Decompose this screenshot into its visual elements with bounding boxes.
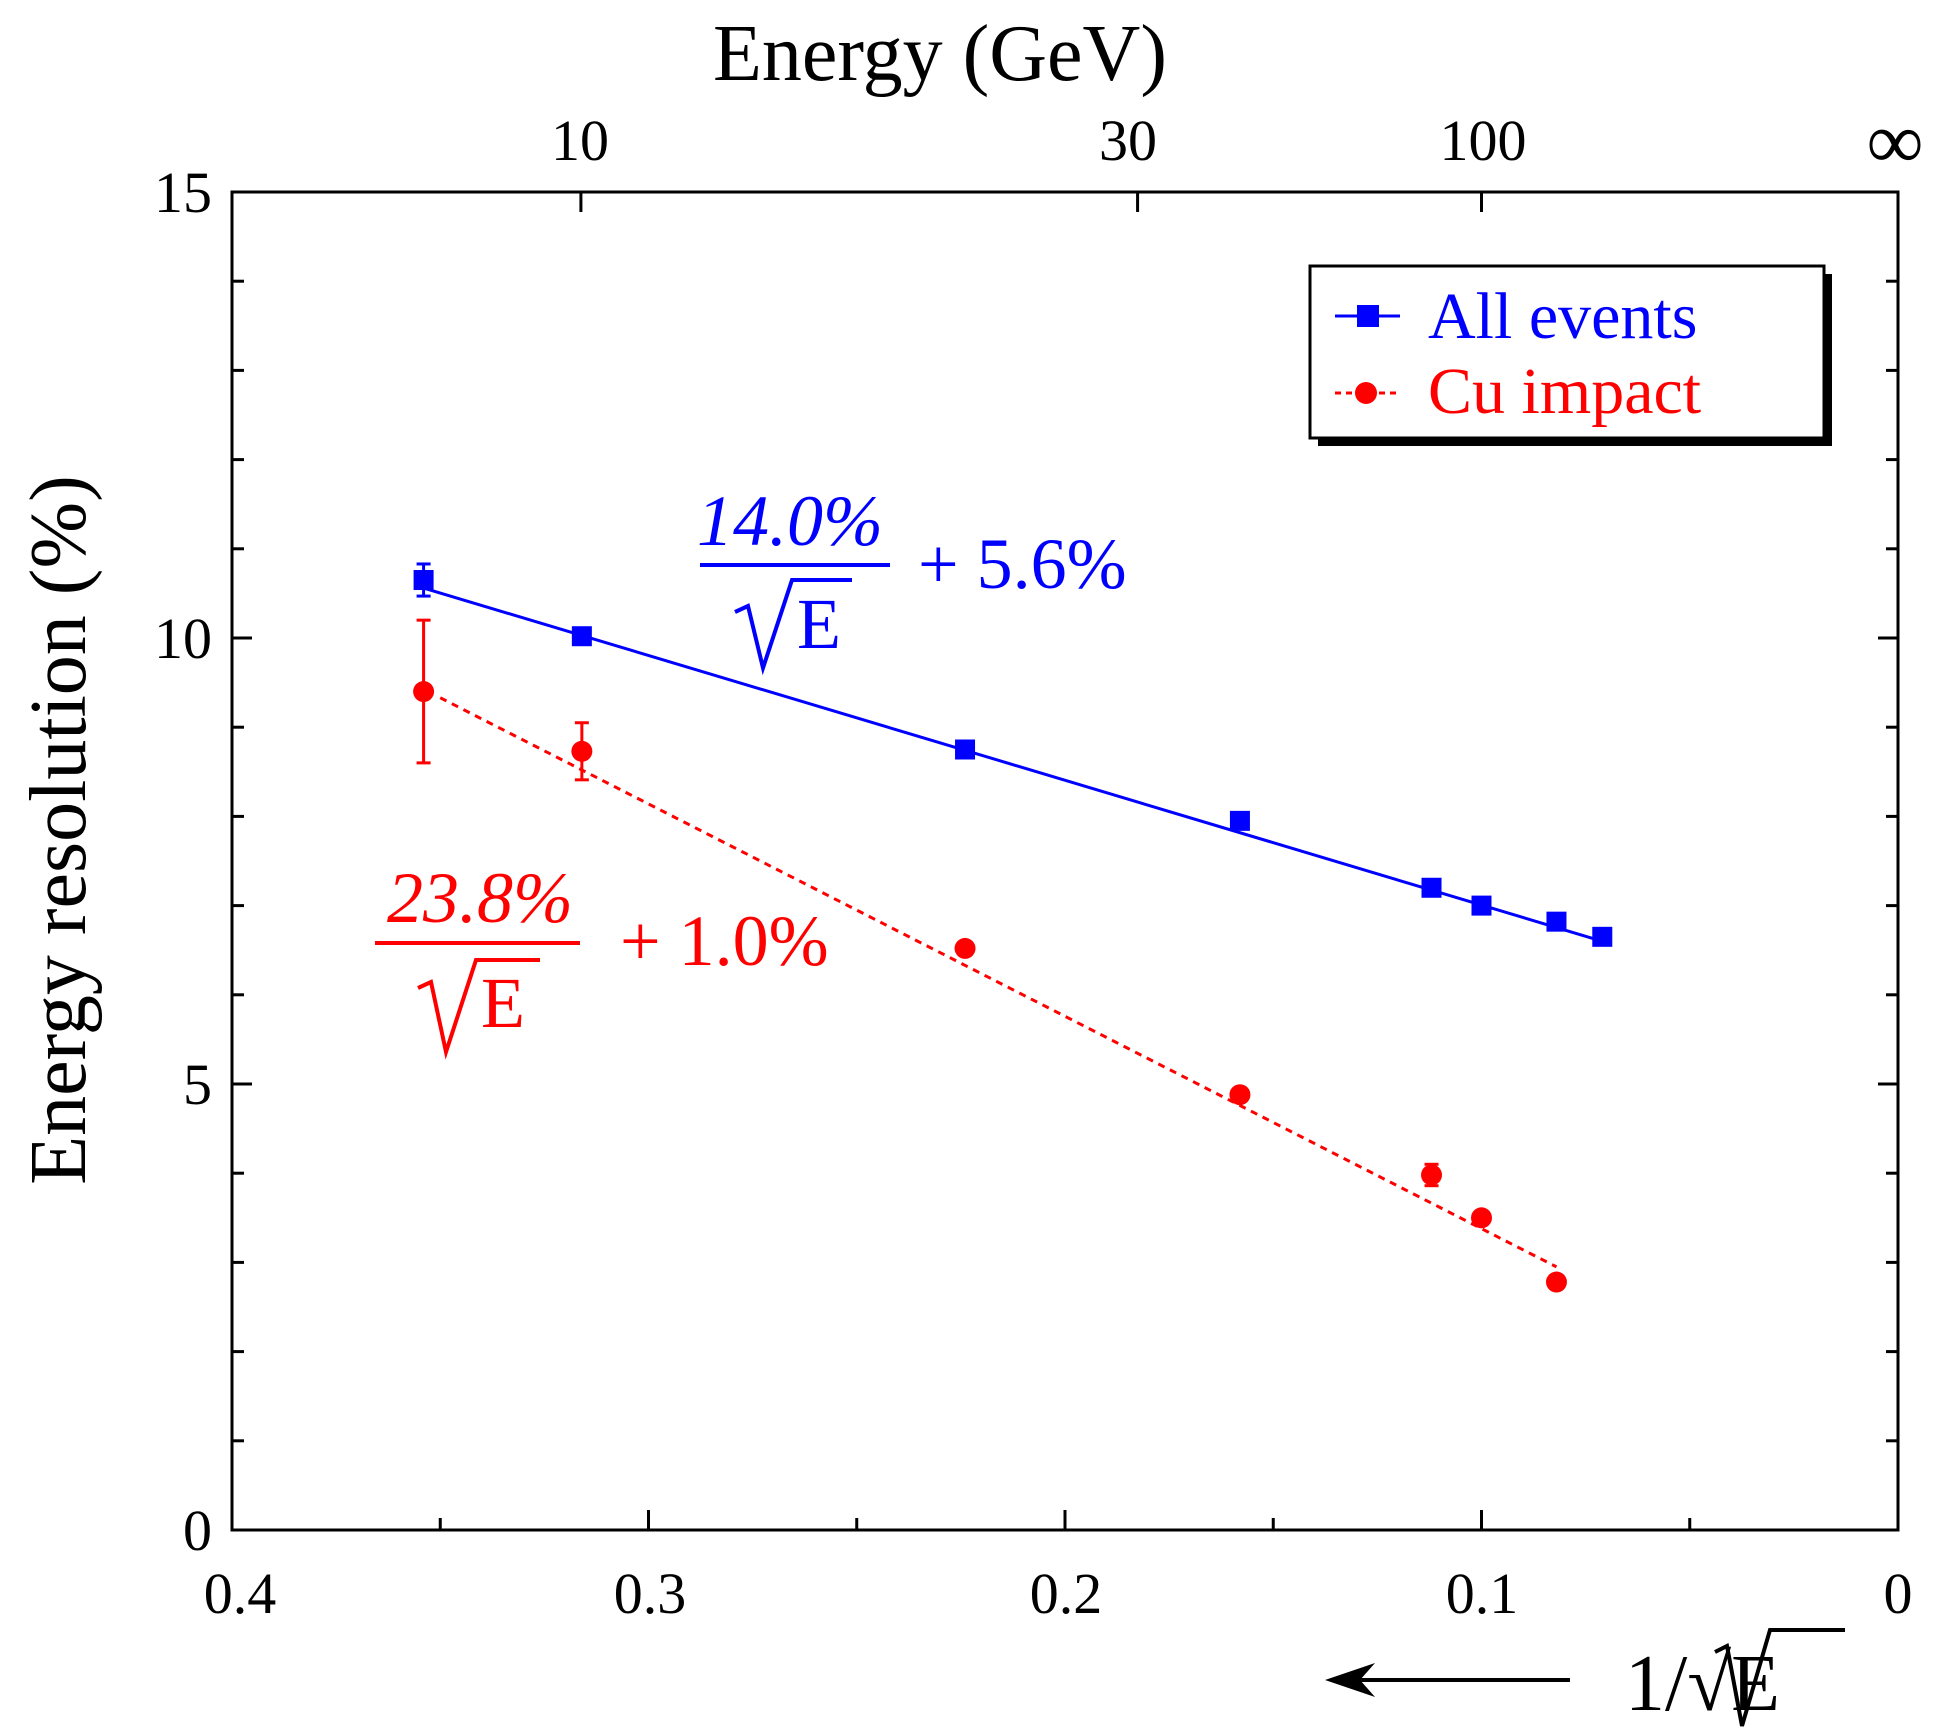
data-point [1230,811,1250,831]
fit-suffix: + 1.0% [620,901,829,981]
top-tick-label: 10 [551,108,609,173]
x-tick-label: 0.1 [1446,1561,1519,1626]
fit-denominator: E [797,584,841,664]
data-point [1422,878,1442,898]
x-tick-label: 0 [1884,1561,1913,1626]
data-point [955,938,976,959]
data-point [413,681,434,702]
top-tick-label: 30 [1099,108,1157,173]
chart: 0.4 0.3 0.2 0.1 0 0 5 10 15 10 30 100 ∞ … [0,0,1938,1734]
y-tick-label: 5 [183,1052,212,1117]
data-point [1229,1084,1250,1105]
legend-label-cu-impact: Cu impact [1428,355,1701,428]
fit-denominator: E [481,963,525,1043]
data-point [571,741,592,762]
x-tick-label: 0.4 [204,1561,277,1626]
y-axis-title: Energy resolution (%) [15,475,103,1184]
chart-background [0,0,1938,1734]
legend-marker-all-events [1357,305,1379,327]
x-axis-title: 1/√E [1625,1640,1780,1728]
x-tick-label: 0.3 [614,1561,687,1626]
legend-label-all-events: All events [1428,280,1697,353]
x-tick-label: 0.2 [1030,1561,1103,1626]
top-axis-title: Energy (GeV) [713,10,1167,98]
data-point [572,626,592,646]
y-tick-label: 0 [183,1498,212,1563]
data-point [1471,1207,1492,1228]
data-point [414,570,434,590]
y-tick-label: 15 [154,160,212,225]
data-point [1546,1272,1567,1293]
data-point [1592,927,1612,947]
legend: All events Cu impact [1310,266,1832,446]
fit-suffix: + 5.6% [918,524,1127,604]
data-point [1546,912,1566,932]
top-tick-label: ∞ [1866,98,1923,186]
top-tick-label: 100 [1440,108,1527,173]
fit-numerator: 23.8% [387,858,573,938]
fit-numerator: 14.0% [697,481,883,561]
legend-marker-cu-impact [1355,382,1377,404]
data-point [1421,1164,1442,1185]
data-point [955,740,975,760]
data-point [1472,896,1492,916]
y-tick-label: 10 [154,606,212,671]
